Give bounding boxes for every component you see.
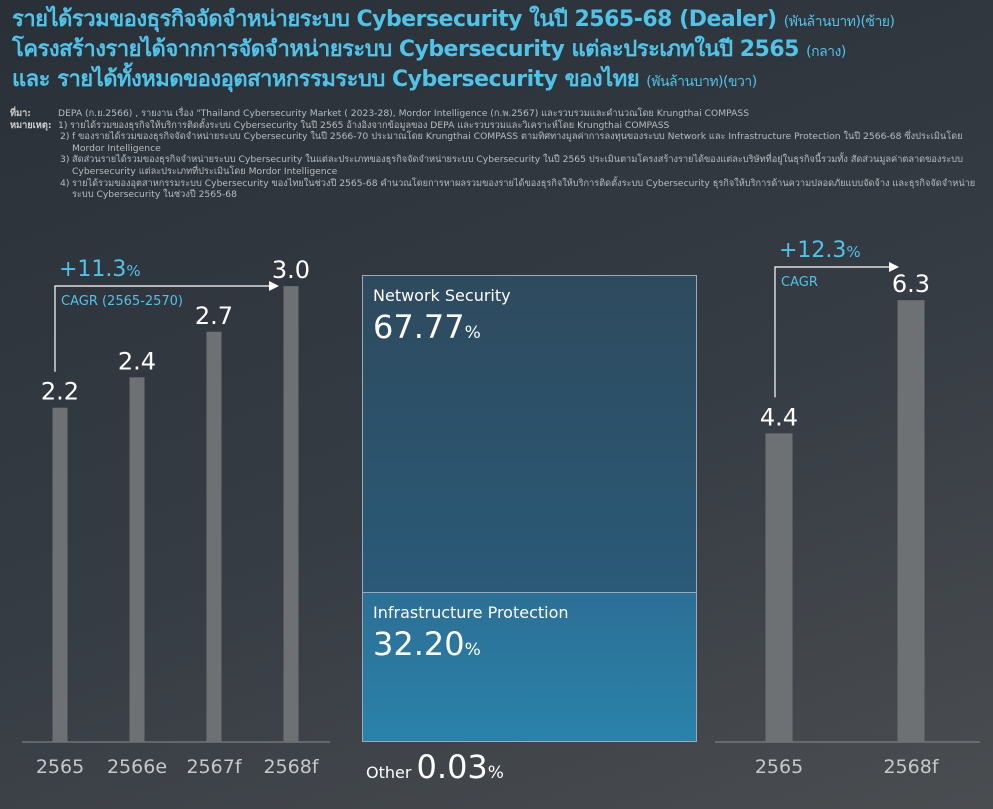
x-tick-label: 2568f (883, 756, 939, 778)
title-line-1-main: รายได้รวมของธุรกิจจัดจำหน่ายระบบ Cyberse… (12, 7, 777, 32)
remark-text: รายได้รวมของธุรกิจให้บริการติดตั้งระบบ C… (70, 119, 670, 131)
remark-note-2: 2) f ของรายได้รวมของธุรกิจจัดจำหน่ายระบบ… (10, 131, 985, 154)
cagr-value: +12.3% (779, 238, 861, 263)
remark-num: 2) (60, 131, 70, 143)
cagr-number: +11.3 (59, 257, 126, 282)
network-security-label: Network Security (373, 286, 511, 305)
other-pct: % (487, 763, 504, 783)
infrastructure-protection-pct: % (464, 640, 481, 660)
infrastructure-protection-block: Infrastructure Protection 32.20% (362, 592, 697, 742)
cagr-arrowhead (889, 262, 899, 272)
cagr-arrowhead (269, 281, 279, 291)
remark-text: รายได้รวมของอุตสาหกรรมระบบ Cybersecurity… (72, 177, 976, 201)
cagr-pct: % (126, 262, 140, 280)
cagr-bracket (54, 285, 269, 372)
title-line-2-main: โครงสร้างรายได้จากการจัดจำหน่ายระบบ Cybe… (12, 37, 799, 62)
title-line-2-sub: (กลาง) (806, 44, 846, 60)
infrastructure-protection-value: 32.20% (373, 625, 481, 663)
remark-note-1: หมายเหตุ: 1) รายได้รวมของธุรกิจให้บริการ… (10, 120, 985, 132)
bar-value-label: 6.3 (892, 270, 930, 298)
network-security-number: 67.77 (373, 308, 465, 346)
cagr-value: +11.3% (59, 257, 141, 282)
bar-value-label: 3.0 (272, 256, 310, 284)
chart-title: รายได้รวมของธุรกิจจัดจำหน่ายระบบ Cyberse… (12, 6, 987, 96)
cagr-bracket (774, 266, 889, 398)
title-line-1: รายได้รวมของธุรกิจจัดจำหน่ายระบบ Cyberse… (12, 6, 987, 36)
other-number: 0.03 (416, 748, 488, 786)
remark-text: f ของรายได้รวมของธุรกิจจัดจำหน่ายระบบ Cy… (72, 131, 963, 154)
title-line-3: และ รายได้ทั้งหมดของอุตสาหกรรมระบบ Cyber… (12, 66, 987, 96)
remark-num: 1) (58, 119, 68, 131)
remark-num: 3) (60, 154, 70, 166)
remark-label: หมายเหตุ: (10, 119, 52, 131)
bar-value-label: 2.2 (41, 378, 79, 406)
bar (52, 407, 68, 742)
x-tick-label: 2566e (107, 756, 167, 778)
infrastructure-protection-number: 32.20 (373, 625, 465, 663)
bar-value-label: 4.4 (760, 403, 798, 431)
network-security-value: 67.77% (373, 308, 481, 346)
other-label: Other (366, 763, 412, 782)
bar (897, 300, 925, 742)
bar (206, 331, 222, 742)
remark-text: สัดส่วนรายได้รวมของธุรกิจจำหน่ายระบบ Cyb… (72, 154, 963, 177)
source-label: ที่มา: (10, 108, 31, 119)
x-tick-label: 2567f (186, 756, 242, 778)
title-line-1-sub: (พันล้านบาท)(ซ้าย) (783, 14, 895, 30)
x-tick-label: 2565 (36, 756, 84, 778)
cagr-label: CAGR (2565-2570) (61, 294, 183, 309)
cagr-label: CAGR (781, 275, 818, 290)
remark-note-4: 4) รายได้รวมของอุตสาหกรรมระบบ Cybersecur… (10, 178, 985, 201)
bar-value-label: 2.4 (118, 347, 156, 375)
network-security-pct: % (464, 323, 481, 343)
cagr-number: +12.3 (779, 238, 846, 263)
bar (283, 286, 299, 742)
title-line-3-main: และ รายได้ทั้งหมดของอุตสาหกรรมระบบ Cyber… (12, 67, 640, 92)
x-tick-label: 2568f (263, 756, 319, 778)
network-security-block: Network Security 67.77% (362, 275, 697, 593)
remark-num: 4) (60, 177, 70, 189)
source-note: ที่มา: DEPA (ก.ย.2566) , รายงาน เรื่อง "… (10, 108, 985, 120)
infrastructure-protection-label: Infrastructure Protection (373, 603, 569, 622)
title-line-3-sub: (พันล้านบาท)(ขวา) (646, 74, 757, 90)
bar (765, 433, 793, 742)
other-share: Other 0.03% (366, 748, 504, 786)
cagr-pct: % (846, 243, 860, 261)
footnotes: ที่มา: DEPA (ก.ย.2566) , รายงาน เรื่อง "… (10, 108, 985, 201)
bar (129, 377, 145, 742)
bar-value-label: 2.7 (195, 302, 233, 330)
source-text: DEPA (ก.ย.2566) , รายงาน เรื่อง "Thailan… (58, 108, 750, 119)
x-tick-label: 2565 (755, 756, 803, 778)
title-line-2: โครงสร้างรายได้จากการจัดจำหน่ายระบบ Cybe… (12, 36, 987, 66)
remark-note-3: 3) สัดส่วนรายได้รวมของธุรกิจจำหน่ายระบบ … (10, 154, 985, 177)
